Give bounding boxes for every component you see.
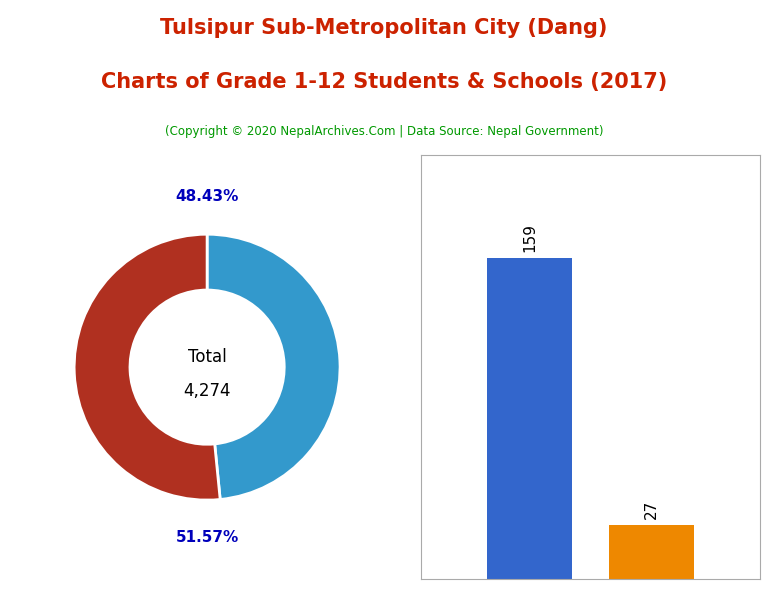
- Wedge shape: [74, 234, 220, 500]
- Bar: [488, 258, 572, 579]
- Text: 48.43%: 48.43%: [175, 189, 239, 205]
- Text: Tulsipur Sub-Metropolitan City (Dang): Tulsipur Sub-Metropolitan City (Dang): [161, 18, 607, 38]
- Text: Charts of Grade 1-12 Students & Schools (2017): Charts of Grade 1-12 Students & Schools …: [101, 72, 667, 92]
- Text: (Copyright © 2020 NepalArchives.Com | Data Source: Nepal Government): (Copyright © 2020 NepalArchives.Com | Da…: [165, 125, 603, 139]
- Text: 51.57%: 51.57%: [175, 530, 239, 545]
- Wedge shape: [207, 234, 340, 500]
- Text: 27: 27: [644, 499, 660, 519]
- Text: 159: 159: [522, 223, 538, 252]
- Text: Total: Total: [187, 347, 227, 365]
- Text: 4,274: 4,274: [184, 382, 231, 400]
- Bar: [610, 525, 694, 579]
